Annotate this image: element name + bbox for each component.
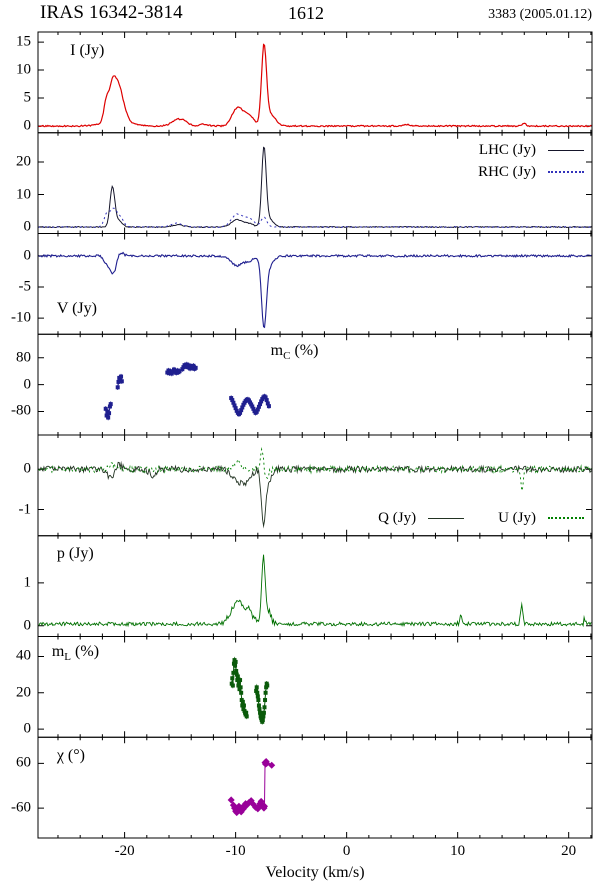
figure-title: IRAS 16342-3814 bbox=[40, 2, 183, 23]
legend: Q (Jy) U (Jy) bbox=[378, 510, 584, 527]
x-tick-label: 20 bbox=[561, 843, 577, 859]
y-tick-label: 0 bbox=[23, 460, 32, 477]
y-tick-label: -60 bbox=[11, 799, 31, 816]
y-tick-label: 0 bbox=[23, 117, 32, 134]
y-tick-label: 10 bbox=[16, 61, 31, 78]
y-tick-label: -10 bbox=[11, 309, 31, 326]
legend-line-sample bbox=[548, 149, 584, 151]
panel-label: mL (%) bbox=[51, 642, 100, 663]
x-tick-label: -10 bbox=[225, 843, 246, 859]
y-tick-label: 5 bbox=[23, 89, 32, 106]
legend-label: U (Jy) bbox=[498, 509, 536, 526]
y-tick-label: 80 bbox=[16, 349, 31, 366]
figure-frequency: 1612 bbox=[288, 3, 324, 23]
y-tick-label: 0 bbox=[23, 720, 32, 737]
y-tick-label: -1 bbox=[18, 501, 32, 518]
legend-label: Q (Jy) bbox=[378, 509, 417, 526]
y-tick-label: 20 bbox=[16, 684, 31, 701]
legend-item: Q (Jy) bbox=[378, 509, 465, 527]
y-tick-label: 0 bbox=[23, 617, 32, 634]
x-tick-label: -20 bbox=[114, 843, 135, 859]
panel-label: V (Jy) bbox=[56, 299, 97, 317]
y-tick-label: 20 bbox=[16, 153, 31, 170]
legend-line-sample bbox=[548, 171, 584, 174]
legend-item: U (Jy) bbox=[498, 510, 584, 527]
y-tick-label: -5 bbox=[18, 278, 32, 295]
y-tick-label: 0 bbox=[23, 376, 32, 393]
y-tick-label: 1 bbox=[23, 574, 32, 591]
panel-label: I (Jy) bbox=[70, 42, 105, 60]
legend-item: LHC (Jy) bbox=[479, 142, 584, 159]
y-tick-label: 60 bbox=[16, 754, 31, 771]
x-tick-label: 10 bbox=[450, 843, 466, 859]
figure-obs-id: 3383 (2005.01.12) bbox=[488, 7, 592, 22]
panel-label: p (Jy) bbox=[56, 544, 94, 562]
x-axis-title: Velocity (km/s) bbox=[265, 864, 365, 881]
x-tick-label: 0 bbox=[342, 843, 351, 859]
y-tick-label: 40 bbox=[16, 647, 31, 664]
panel-label: mC (%) bbox=[270, 342, 319, 363]
legend-label: RHC (Jy) bbox=[478, 163, 536, 180]
legend-label: LHC (Jy) bbox=[478, 141, 536, 158]
y-tick-label: 10 bbox=[16, 186, 31, 202]
y-tick-label: 0 bbox=[23, 247, 32, 264]
legend: LHC (Jy) RHC (Jy) bbox=[478, 142, 584, 181]
y-tick-label: 15 bbox=[16, 33, 31, 50]
legend-line-sample bbox=[428, 517, 465, 519]
legend-line-sample bbox=[548, 517, 584, 520]
legend-item: RHC (Jy) bbox=[478, 164, 584, 181]
y-tick-label: 0 bbox=[23, 218, 32, 235]
y-tick-label: -80 bbox=[11, 402, 31, 419]
panel-label: χ (°) bbox=[56, 747, 85, 765]
